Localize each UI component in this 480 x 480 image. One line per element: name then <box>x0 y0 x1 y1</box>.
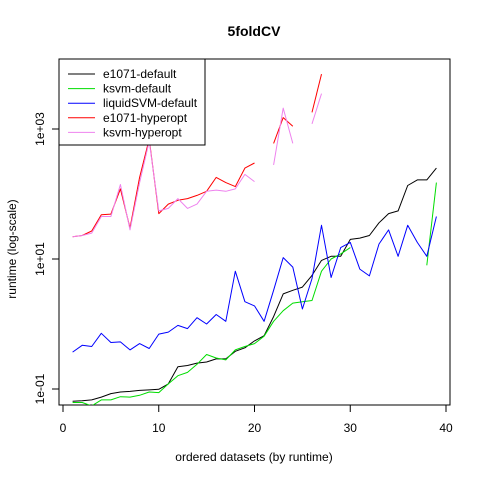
y-tick-label: 1e+03 <box>33 112 47 146</box>
legend-label: e1071-hyperopt <box>103 111 188 125</box>
series-line <box>72 247 351 405</box>
y-tick-label: 1e+01 <box>33 242 47 276</box>
series-line <box>72 138 255 238</box>
series-line <box>72 216 437 353</box>
legend-label: liquidSVM-default <box>103 96 198 110</box>
y-tick-label: 1e-01 <box>33 373 47 404</box>
x-tick-label: 20 <box>248 421 262 435</box>
series-line <box>311 93 322 125</box>
x-axis: 0 10 20 30 40 <box>60 404 453 435</box>
y-axis: 1e-01 1e+01 1e+03 <box>33 112 60 404</box>
x-tick-label: 40 <box>439 421 453 435</box>
series-line <box>273 117 294 144</box>
x-tick-label: 10 <box>152 421 166 435</box>
x-axis-label: ordered datasets (by runtime) <box>175 450 332 464</box>
legend-label: e1071-default <box>103 67 177 81</box>
legend-label: ksvm-default <box>103 82 172 96</box>
series-line <box>273 107 294 165</box>
series-ksvm-hyperopt <box>72 93 322 238</box>
x-tick-label: 30 <box>344 421 358 435</box>
series-liquidSVM-default <box>72 216 437 353</box>
chart-title: 5foldCV <box>228 23 282 39</box>
series-e1071-default <box>72 167 437 402</box>
legend-box <box>58 58 206 146</box>
y-axis-label: runtime (log-scale) <box>5 199 19 298</box>
series-line <box>72 140 255 238</box>
series-layer <box>72 73 437 405</box>
series-line <box>72 167 437 402</box>
legend-label: ksvm-hyperopt <box>103 125 182 139</box>
legend: e1071-defaultksvm-defaultliquidSVM-defau… <box>58 58 206 146</box>
series-e1071-hyperopt <box>72 73 322 238</box>
series-line <box>311 73 322 113</box>
x-tick-label: 0 <box>60 421 67 435</box>
